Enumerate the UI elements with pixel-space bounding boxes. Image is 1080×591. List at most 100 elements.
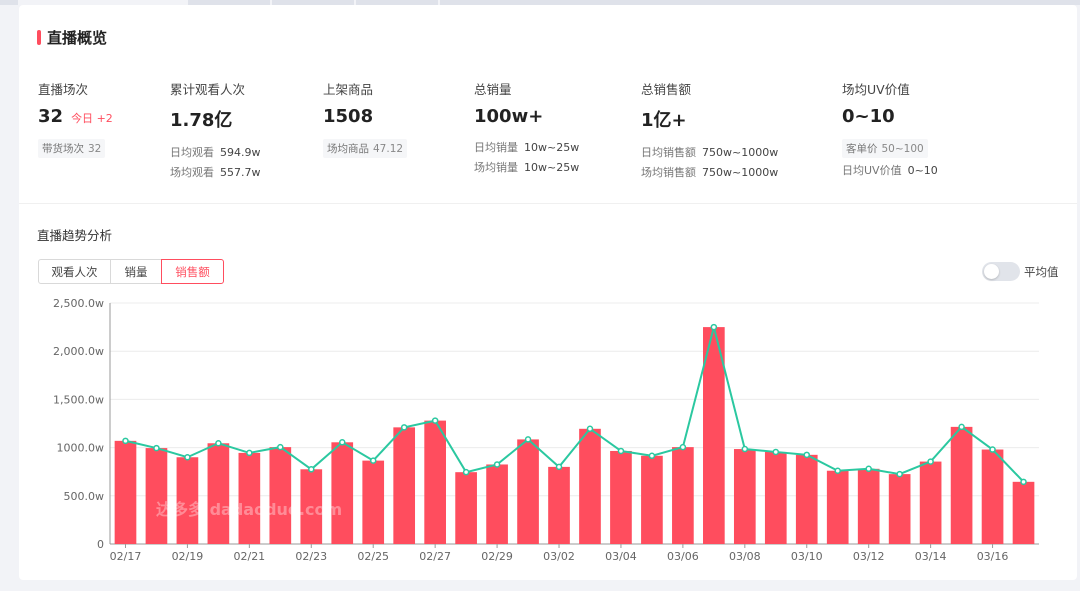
- bar[interactable]: [393, 427, 416, 544]
- line-point[interactable]: [896, 470, 903, 478]
- line-point[interactable]: [648, 452, 656, 460]
- bar[interactable]: [919, 461, 942, 544]
- metric-value: 100w+: [474, 106, 544, 127]
- x-tick-label: 02/19: [172, 550, 204, 563]
- chip-value: 32: [88, 143, 102, 155]
- line-point[interactable]: [277, 443, 284, 451]
- bar[interactable]: [672, 447, 694, 544]
- line-point[interactable]: [431, 417, 439, 424]
- line-point[interactable]: [308, 466, 315, 473]
- metric-sub: 客单价 50~100: [842, 139, 938, 158]
- metric-label: 场均UV价值: [842, 82, 910, 97]
- metric-value: 32: [38, 106, 64, 127]
- sub-key: 日均销量: [474, 141, 518, 154]
- bar[interactable]: [331, 442, 354, 544]
- bar[interactable]: [424, 420, 446, 544]
- bar[interactable]: [176, 457, 199, 544]
- line-point[interactable]: [834, 467, 841, 474]
- bar[interactable]: [579, 428, 601, 544]
- sub-key: 场均销量: [474, 161, 518, 174]
- metric-sub: 日均UV价值 0~10: [842, 162, 938, 178]
- line-point[interactable]: [741, 445, 749, 453]
- line-point[interactable]: [400, 424, 408, 431]
- line-point[interactable]: [215, 440, 222, 447]
- bar[interactable]: [486, 464, 508, 544]
- section-divider: [19, 203, 1077, 204]
- tab-segment[interactable]: [440, 0, 1080, 5]
- bar[interactable]: [145, 448, 168, 544]
- line-point[interactable]: [369, 457, 377, 464]
- bar[interactable]: [517, 439, 539, 544]
- line-point[interactable]: [246, 449, 253, 457]
- bar[interactable]: [455, 472, 477, 544]
- line-point[interactable]: [772, 448, 780, 456]
- bar[interactable]: [1012, 481, 1035, 544]
- x-tick-label: 03/14: [915, 550, 947, 563]
- tab-views[interactable]: 观看人次: [38, 259, 111, 284]
- line-point[interactable]: [865, 465, 872, 473]
- line-point[interactable]: [617, 447, 625, 455]
- metric-value: 1亿+: [641, 110, 687, 131]
- metric-label: 总销售额: [641, 82, 692, 97]
- line-point[interactable]: [555, 463, 563, 471]
- bar[interactable]: [610, 450, 632, 544]
- bar[interactable]: [207, 443, 230, 544]
- line-point[interactable]: [184, 453, 191, 461]
- line-point[interactable]: [493, 461, 501, 468]
- bar[interactable]: [795, 454, 818, 544]
- metric-views: 累计观看人次 1.78亿 日均观看 594.9w 场均观看 557.7w: [170, 79, 261, 180]
- chip-value: 47.12: [373, 143, 404, 155]
- bar[interactable]: [888, 474, 911, 544]
- average-toggle-group: 平均值: [982, 262, 1059, 281]
- line-point[interactable]: [586, 425, 594, 433]
- line-point[interactable]: [153, 444, 160, 452]
- bar[interactable]: [703, 327, 725, 544]
- x-tick-label: 03/10: [791, 550, 823, 563]
- bar[interactable]: [733, 449, 756, 544]
- y-tick-label: 2,000.0w: [53, 345, 104, 358]
- bar[interactable]: [826, 470, 849, 544]
- line-point[interactable]: [339, 439, 346, 446]
- bar[interactable]: [981, 449, 1004, 544]
- metric-uv-value: 场均UV价值 0~10 客单价 50~100 日均UV价值 0~10: [842, 79, 938, 178]
- line-point[interactable]: [679, 443, 687, 451]
- sub-value: 750w~1000w: [702, 166, 779, 179]
- live-overview-card: 直播概览 直播场次 32 今日 +2 带货场次 32 累计观看人次 1.78亿 日…: [19, 5, 1077, 580]
- chip-key: 带货场次: [42, 143, 84, 155]
- tab-segment[interactable]: [188, 0, 270, 5]
- tab-sales-amount[interactable]: 销售额: [161, 259, 224, 284]
- sub-key: 日均观看: [170, 146, 214, 159]
- bar[interactable]: [114, 440, 137, 544]
- line-point[interactable]: [989, 446, 996, 453]
- bar[interactable]: [857, 468, 880, 544]
- line-point[interactable]: [710, 323, 718, 331]
- bar[interactable]: [269, 447, 292, 544]
- top-tab-strip: [0, 0, 1080, 6]
- bar[interactable]: [548, 466, 570, 544]
- metric-sub: 日均销量 10w~25w: [474, 139, 579, 155]
- tab-segment[interactable]: [272, 0, 354, 5]
- line-point[interactable]: [803, 451, 810, 459]
- line-point[interactable]: [1020, 478, 1027, 486]
- line-point[interactable]: [122, 437, 129, 445]
- tab-segment[interactable]: [0, 0, 18, 5]
- line-point[interactable]: [958, 423, 965, 431]
- bar[interactable]: [362, 460, 385, 544]
- bar[interactable]: [950, 426, 973, 544]
- x-tick-label: 02/29: [481, 550, 513, 563]
- title-accent-bar: [37, 29, 41, 45]
- average-toggle[interactable]: [982, 262, 1020, 281]
- tab-segment[interactable]: [356, 0, 438, 5]
- x-tick-label: 02/27: [419, 550, 451, 563]
- bar[interactable]: [300, 469, 323, 544]
- sub-value: 0~10: [907, 164, 938, 177]
- bar[interactable]: [238, 452, 261, 544]
- sub-key: 场均销售额: [641, 166, 696, 179]
- bar[interactable]: [764, 451, 787, 544]
- line-point[interactable]: [524, 436, 532, 443]
- y-tick-label: 1000.0w: [57, 442, 105, 455]
- bar[interactable]: [641, 455, 663, 544]
- chip-value: 50~100: [881, 143, 924, 155]
- line-point[interactable]: [927, 458, 934, 465]
- line-point[interactable]: [462, 468, 470, 476]
